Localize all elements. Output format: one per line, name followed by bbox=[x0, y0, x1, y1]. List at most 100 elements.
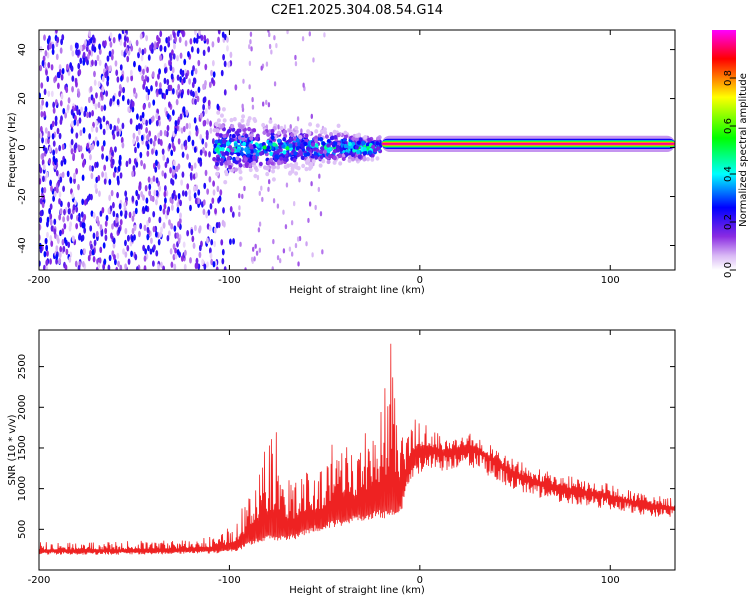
spectrogram-cell bbox=[79, 129, 83, 137]
spectrogram-cell bbox=[221, 248, 225, 256]
spectrogram-cell bbox=[88, 96, 91, 104]
spectrogram-cell bbox=[213, 240, 217, 248]
spectrogram-cell bbox=[45, 69, 48, 76]
spectrogram-cell bbox=[211, 138, 215, 145]
spectrogram-cell bbox=[148, 183, 152, 191]
spectrogram-cell bbox=[249, 149, 254, 154]
spectrogram-cell bbox=[59, 100, 63, 107]
spectrogram-cell bbox=[219, 161, 224, 166]
spectrogram-cell bbox=[235, 156, 240, 161]
spectrogram-cell bbox=[61, 67, 65, 75]
spectrogram-cell bbox=[241, 193, 244, 199]
spectrogram-cell bbox=[208, 176, 212, 183]
colorbar-tick-label: 0.4 bbox=[723, 166, 734, 182]
spectrogram-cell bbox=[44, 147, 48, 154]
spectrogram-cell bbox=[134, 207, 138, 215]
spectrogram-cell bbox=[268, 43, 272, 50]
spectrogram-cell bbox=[276, 255, 280, 261]
spectrogram-cell bbox=[53, 218, 57, 225]
spectrogram-cell bbox=[67, 97, 71, 104]
spectrogram-cell bbox=[180, 92, 184, 99]
spectrogram-cell bbox=[261, 196, 264, 203]
spectrogram-cell bbox=[191, 139, 195, 147]
spectrogram-cell bbox=[159, 30, 163, 38]
spectrogram-cell bbox=[77, 264, 81, 270]
spectrogram-cell bbox=[181, 171, 185, 178]
spectrogram-cell bbox=[39, 198, 43, 205]
spectrogram-cell bbox=[78, 234, 81, 241]
spectrogram-cell bbox=[209, 252, 213, 259]
spectrogram-cell bbox=[173, 225, 177, 232]
spectrogram-x-tick-label: 100 bbox=[601, 275, 620, 286]
spectrogram-cell bbox=[125, 160, 129, 168]
spectrogram-cell bbox=[306, 146, 311, 151]
spectrogram-cell bbox=[302, 82, 305, 88]
spectrogram-cell bbox=[265, 99, 268, 105]
spectrogram-cell bbox=[112, 237, 116, 245]
spectrogram-cell bbox=[134, 253, 138, 261]
spectrogram-cell bbox=[202, 49, 206, 57]
spectrogram-cell bbox=[195, 130, 199, 137]
spectrogram-cell bbox=[108, 254, 112, 262]
spectrogram-cell bbox=[121, 142, 125, 149]
spectrogram-cell bbox=[163, 67, 167, 74]
spectrogram-cell bbox=[60, 160, 64, 167]
spectrogram-cell bbox=[137, 193, 140, 201]
spectrogram-cell bbox=[269, 151, 274, 157]
spectrogram-cell bbox=[338, 161, 343, 166]
spectrogram-cell bbox=[120, 49, 124, 57]
spectrogram-cell bbox=[94, 136, 98, 143]
spectrogram-cell bbox=[102, 40, 105, 47]
spectrogram-cell bbox=[195, 125, 198, 132]
spectrogram-cell bbox=[142, 83, 146, 90]
spectrogram-cell bbox=[142, 244, 146, 252]
spectrogram-cell bbox=[157, 163, 161, 170]
spectrogram-cell bbox=[154, 166, 158, 173]
spectrogram-cell bbox=[118, 90, 122, 97]
spectrogram-cell bbox=[178, 36, 182, 43]
spectrogram-cell bbox=[97, 101, 101, 109]
spectrogram-cell bbox=[288, 246, 292, 252]
spectrogram-cell bbox=[336, 123, 341, 129]
spectrogram-cell bbox=[112, 201, 115, 209]
spectrogram-cell bbox=[74, 142, 78, 149]
spectrogram-cells bbox=[39, 30, 675, 270]
spectrogram-cell bbox=[171, 109, 175, 116]
spectrogram-cell bbox=[326, 143, 331, 148]
spectrogram-cell bbox=[312, 57, 315, 63]
spectrogram-cell bbox=[89, 225, 93, 232]
spectrogram-cell bbox=[59, 176, 63, 183]
spectrogram-cell bbox=[184, 190, 188, 197]
spectrogram-cell bbox=[83, 213, 87, 221]
spectrogram-cell bbox=[212, 71, 216, 78]
spectrogram-cell bbox=[81, 198, 85, 206]
spectrogram-cell bbox=[70, 147, 74, 155]
spectrogram-cell bbox=[174, 252, 178, 260]
spectrogram-cell bbox=[163, 45, 167, 53]
spectrogram-cell bbox=[110, 54, 114, 61]
spectrogram-cell bbox=[39, 132, 43, 139]
spectrogram-cell bbox=[105, 90, 109, 97]
spectrogram-cell bbox=[59, 208, 63, 215]
spectrogram-cell bbox=[151, 260, 155, 267]
snr-y-tick-label: 2000 bbox=[17, 395, 28, 420]
spectrogram-cell bbox=[79, 145, 83, 152]
spectrogram-cell bbox=[282, 157, 287, 162]
spectrogram-cell bbox=[314, 129, 319, 134]
spectrogram-cell bbox=[81, 152, 84, 160]
spectrogram-cell bbox=[129, 103, 133, 110]
spectrogram-cell bbox=[230, 148, 235, 153]
spectrogram-cell bbox=[148, 118, 152, 125]
spectrogram-x-label: Height of straight line (km) bbox=[289, 285, 425, 296]
spectrogram-cell bbox=[220, 239, 224, 246]
spectrogram-cell bbox=[321, 141, 326, 146]
snr-x-tick-label: 0 bbox=[417, 575, 423, 586]
spectrogram-cell bbox=[252, 128, 257, 133]
spectrogram-cell bbox=[144, 184, 148, 192]
spectrogram-cell bbox=[217, 30, 221, 35]
spectrogram-cell bbox=[318, 163, 323, 168]
spectrogram-cell bbox=[109, 123, 113, 130]
spectrogram-cell bbox=[174, 173, 178, 180]
spectrogram-cell bbox=[257, 227, 261, 233]
spectrogram-cell bbox=[155, 250, 159, 257]
